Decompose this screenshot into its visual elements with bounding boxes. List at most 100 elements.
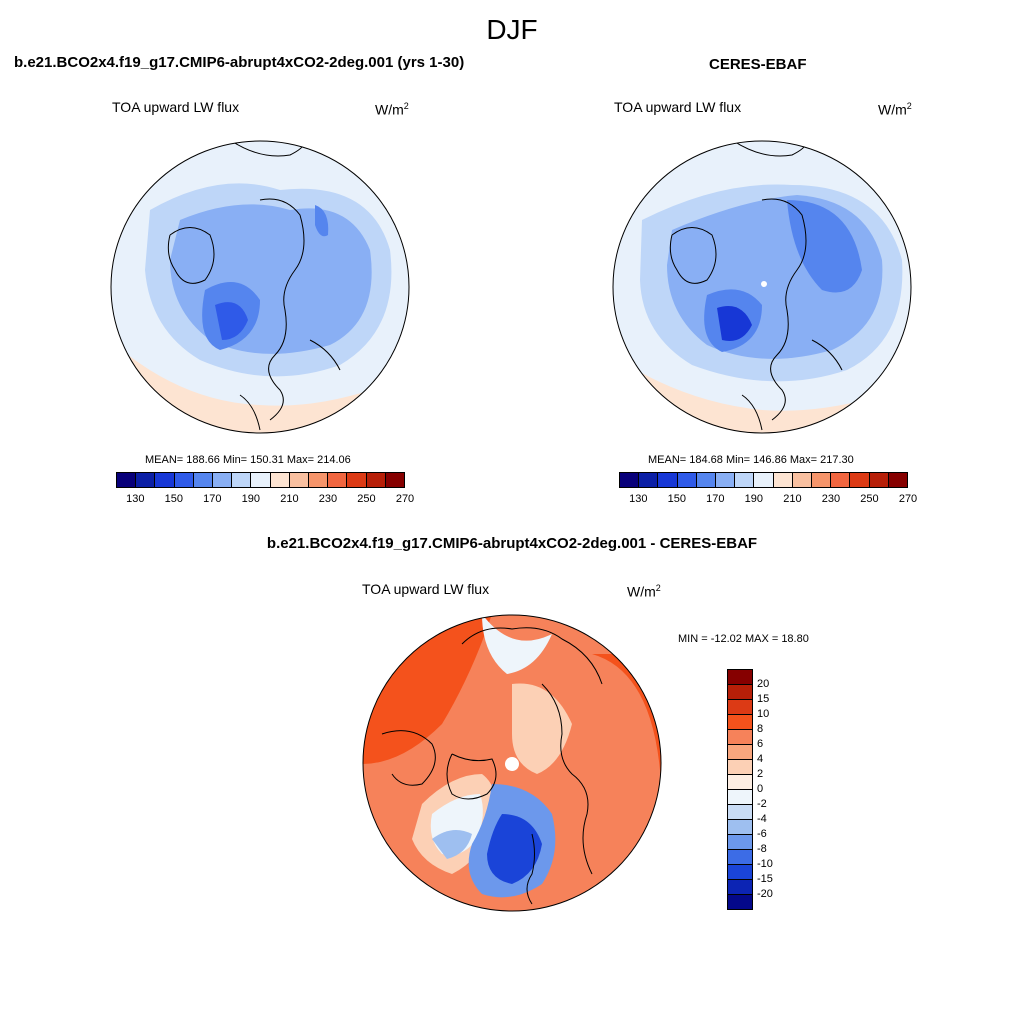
colorbar-tick-label: 150 — [164, 493, 183, 505]
colorbar-tick-label: 230 — [318, 493, 338, 505]
colorbar-tick-label: -4 — [757, 813, 767, 825]
panel3-title: b.e21.BCO2x4.f19_g17.CMIP6-abrupt4xCO2-2… — [266, 535, 758, 552]
colorbar-tick-label: -20 — [757, 888, 773, 900]
colorbar-box — [620, 473, 640, 487]
colorbar-box — [716, 473, 736, 487]
panel1-colorbar-ticks: 130 150 170 190 210 230 250 270 — [116, 493, 414, 507]
colorbar-box — [728, 760, 752, 775]
colorbar-tick-label: 130 — [629, 493, 648, 505]
colorbar-box — [696, 473, 717, 487]
colorbar-tick-label: 2 — [757, 768, 764, 780]
colorbar-tick-label: 150 — [667, 493, 686, 505]
colorbar-box — [728, 805, 752, 820]
panel1-title: b.e21.BCO2x4.f19_g17.CMIP6-abrupt4xCO2-2… — [14, 54, 465, 71]
panel3-colorbar-boxes — [727, 669, 753, 910]
colorbar-box — [309, 473, 329, 487]
panel2-units: W/m2 — [878, 101, 912, 118]
colorbar-box — [888, 473, 908, 487]
colorbar-box — [728, 685, 752, 700]
colorbar-box — [850, 473, 870, 487]
colorbar-box — [174, 473, 194, 487]
colorbar-box — [677, 473, 697, 487]
colorbar-tick-label: 190 — [744, 493, 764, 505]
colorbar-box — [385, 473, 405, 487]
colorbar-box — [728, 700, 752, 715]
colorbar-tick-label: 270 — [395, 493, 415, 505]
panel2-title: CERES-EBAF — [709, 56, 807, 73]
colorbar-box — [728, 895, 752, 909]
colorbar-box — [270, 473, 290, 487]
panel2-colorbar-boxes — [619, 472, 908, 488]
panel3-polar-map — [362, 614, 662, 912]
panel2-colorbar — [619, 472, 908, 488]
colorbar-box — [347, 473, 367, 487]
panel1-units: W/m2 — [375, 101, 409, 118]
colorbar-box — [117, 473, 137, 487]
colorbar-box — [754, 473, 774, 487]
colorbar-box — [728, 820, 752, 835]
colorbar-box — [728, 670, 752, 685]
colorbar-tick-label: 130 — [126, 493, 145, 505]
colorbar-tick-label: -6 — [757, 828, 767, 840]
colorbar-box — [289, 473, 310, 487]
colorbar-box — [639, 473, 659, 487]
panel1-polar-map — [110, 140, 410, 434]
colorbar-tick-label: 20 — [757, 678, 770, 690]
colorbar-box — [728, 745, 752, 760]
colorbar-box — [728, 715, 752, 730]
colorbar-tick-label: 10 — [757, 708, 770, 720]
panel2-colorbar-ticks: 130 150 170 190 210 230 250 270 — [619, 493, 917, 507]
colorbar-box — [728, 790, 752, 805]
figure-title: DJF — [486, 14, 538, 45]
colorbar-tick-label: 15 — [757, 693, 770, 705]
colorbar-box — [213, 473, 233, 487]
colorbar-box — [735, 473, 755, 487]
colorbar-box — [728, 775, 752, 790]
colorbar-box — [869, 473, 889, 487]
colorbar-box — [728, 850, 752, 865]
colorbar-tick-label: 250 — [357, 493, 376, 505]
colorbar-tick-label: 4 — [757, 753, 764, 765]
colorbar-tick-label: 6 — [757, 738, 764, 750]
colorbar-box — [792, 473, 813, 487]
panel3-variable-label: TOA upward LW flux — [362, 581, 490, 597]
panel3-colorbar-ticks: 20 15 10 8 6 4 2 0 -2 -4 -6 -8 -10 -15 -20 — [757, 669, 797, 910]
colorbar-tick-label: -2 — [757, 798, 767, 810]
colorbar-box — [728, 865, 752, 880]
colorbar-tick-label: 270 — [898, 493, 918, 505]
colorbar-tick-label: 170 — [706, 493, 725, 505]
colorbar-tick-label: 250 — [860, 493, 879, 505]
panel1-stats: MEAN= 188.66 Min= 150.31 Max= 214.06 — [145, 454, 351, 466]
colorbar-box — [773, 473, 793, 487]
colorbar-tick-label: -15 — [757, 873, 773, 885]
colorbar-box — [728, 730, 752, 745]
colorbar-box — [658, 473, 678, 487]
colorbar-box — [232, 473, 252, 487]
colorbar-tick-label: 230 — [821, 493, 841, 505]
colorbar-tick-label: 190 — [241, 493, 261, 505]
colorbar-box — [812, 473, 832, 487]
colorbar-tick-label: -10 — [757, 858, 773, 870]
colorbar-box — [328, 473, 348, 487]
panel1-colorbar — [116, 472, 405, 488]
colorbar-box — [728, 835, 752, 850]
colorbar-tick-label: 0 — [757, 783, 764, 795]
panel2-stats: MEAN= 184.68 Min= 146.86 Max= 217.30 — [648, 454, 854, 466]
colorbar-box — [831, 473, 851, 487]
colorbar-tick-label: -8 — [757, 843, 767, 855]
colorbar-box — [155, 473, 175, 487]
panel3-units: W/m2 — [627, 583, 661, 600]
panel1-colorbar-boxes — [116, 472, 405, 488]
panel3-colorbar — [727, 669, 753, 910]
colorbar-tick-label: 210 — [280, 493, 299, 505]
panel2-variable-label: TOA upward LW flux — [614, 99, 742, 115]
colorbar-box — [366, 473, 386, 487]
colorbar-box — [728, 880, 752, 895]
colorbar-tick-label: 8 — [757, 723, 764, 735]
panel2-polar-map — [612, 140, 912, 434]
colorbar-box — [251, 473, 271, 487]
colorbar-box — [193, 473, 214, 487]
colorbar-tick-label: 210 — [783, 493, 802, 505]
panel3-stats: MIN = -12.02 MAX = 18.80 — [678, 633, 809, 645]
colorbar-box — [136, 473, 156, 487]
